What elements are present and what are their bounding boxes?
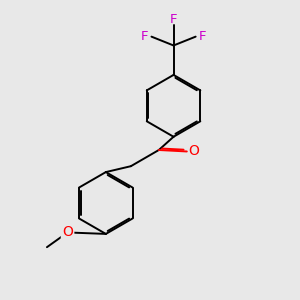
Text: F: F bbox=[141, 30, 149, 43]
Text: O: O bbox=[62, 225, 73, 239]
Text: O: O bbox=[188, 145, 199, 158]
Text: F: F bbox=[170, 13, 177, 26]
Text: F: F bbox=[198, 30, 206, 43]
